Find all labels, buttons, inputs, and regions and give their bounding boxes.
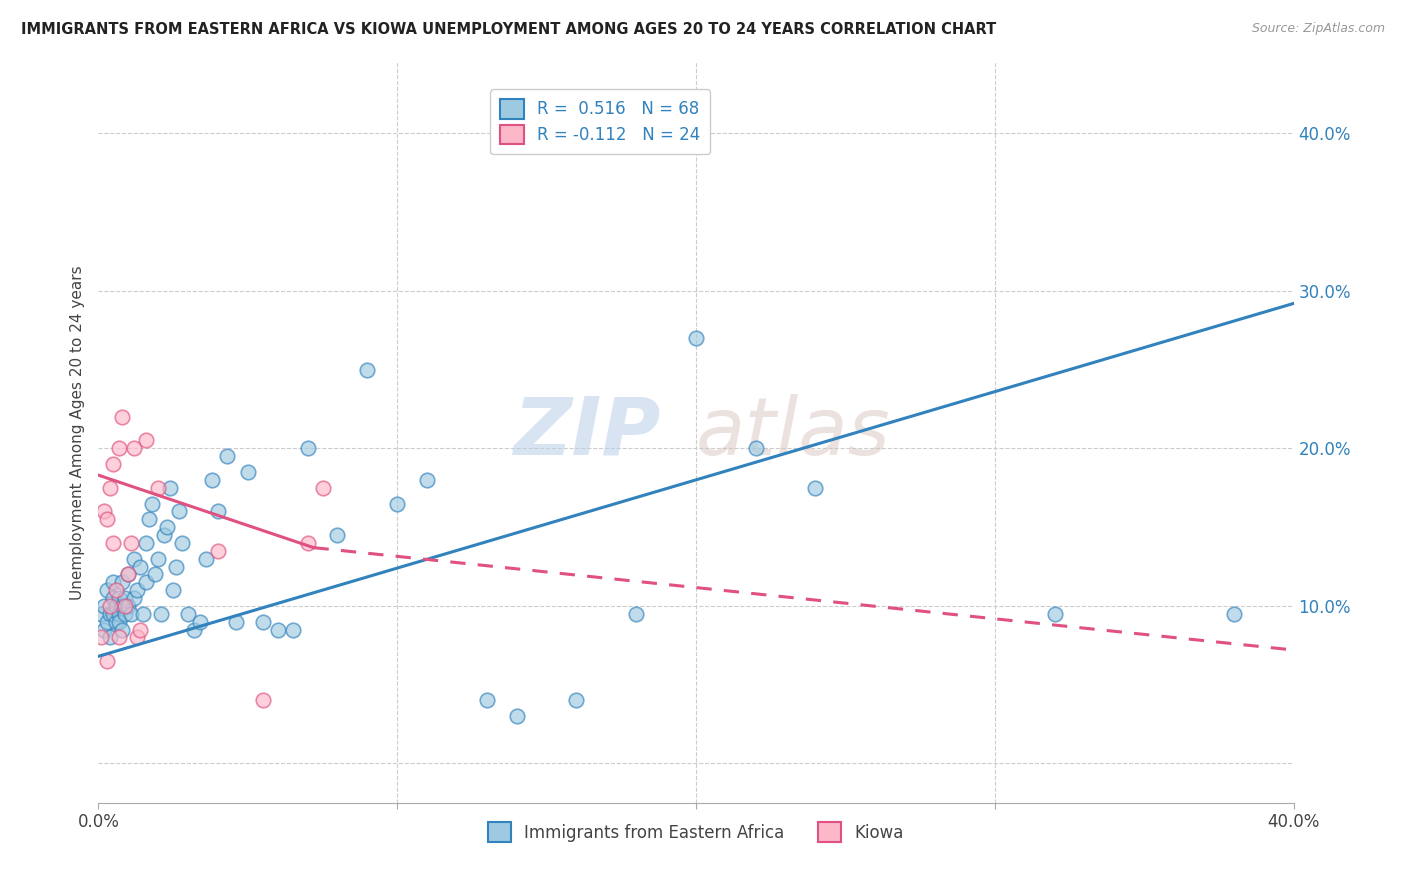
Point [127,583,149,598]
Point [159,481,181,495]
Point [1223,607,1246,621]
Point [111,599,134,613]
Point [745,442,768,456]
Point [114,599,136,613]
Point [108,591,131,605]
Point [117,599,139,613]
Point [120,607,142,621]
Point [96,654,118,668]
Point [207,504,229,518]
Point [103,607,125,621]
Point [252,693,274,707]
Point [98,599,122,613]
Point [195,551,218,566]
Point [120,536,142,550]
Point [108,615,131,629]
Point [153,528,176,542]
Text: IMMIGRANTS FROM EASTERN AFRICA VS KIOWA UNEMPLOYMENT AMONG AGES 20 TO 24 YEARS C: IMMIGRANTS FROM EASTERN AFRICA VS KIOWA … [21,22,997,37]
Point [96,512,118,526]
Point [201,473,224,487]
Point [117,567,139,582]
Point [111,623,134,637]
Point [236,465,259,479]
Point [103,457,125,471]
Point [114,591,136,605]
Point [183,623,205,637]
Point [117,567,139,582]
Point [96,615,118,629]
Point [111,409,134,424]
Point [297,442,319,456]
Point [506,709,529,723]
Point [124,591,146,605]
Point [103,575,125,590]
Text: atlas: atlas [696,393,891,472]
Point [124,551,146,566]
Point [177,607,200,621]
Point [167,504,190,518]
Legend: Immigrants from Eastern Africa, Kiowa: Immigrants from Eastern Africa, Kiowa [479,814,912,850]
Point [148,481,170,495]
Point [105,615,128,629]
Point [127,631,149,645]
Point [188,615,211,629]
Point [172,536,194,550]
Point [103,591,125,605]
Point [626,607,648,621]
Point [93,599,115,613]
Point [148,551,170,566]
Point [326,528,349,542]
Point [114,607,136,621]
Point [267,623,290,637]
Point [98,607,122,621]
Point [356,362,378,376]
Point [105,583,128,598]
Point [215,449,238,463]
Point [108,442,131,456]
Point [804,481,827,495]
Point [150,607,173,621]
Point [93,623,115,637]
Point [98,481,122,495]
Point [281,623,304,637]
Point [135,575,157,590]
Point [103,536,125,550]
Point [297,536,319,550]
Y-axis label: Unemployment Among Ages 20 to 24 years: Unemployment Among Ages 20 to 24 years [69,265,84,600]
Point [138,512,160,526]
Point [311,481,333,495]
Point [135,434,157,448]
Point [416,473,439,487]
Point [143,567,166,582]
Point [207,543,229,558]
Point [93,504,115,518]
Point [108,607,131,621]
Point [90,607,112,621]
Point [132,607,155,621]
Point [475,693,498,707]
Point [111,575,134,590]
Point [135,536,157,550]
Point [129,559,152,574]
Point [162,583,184,598]
Text: ZIP: ZIP [513,393,661,472]
Point [225,615,247,629]
Point [98,631,122,645]
Point [105,599,128,613]
Point [90,631,112,645]
Point [129,623,152,637]
Point [565,693,588,707]
Text: Source: ZipAtlas.com: Source: ZipAtlas.com [1251,22,1385,36]
Point [685,331,707,345]
Point [108,631,131,645]
Point [124,442,146,456]
Point [96,583,118,598]
Point [156,520,179,534]
Point [165,559,187,574]
Point [1043,607,1066,621]
Point [141,496,163,510]
Point [252,615,274,629]
Point [385,496,409,510]
